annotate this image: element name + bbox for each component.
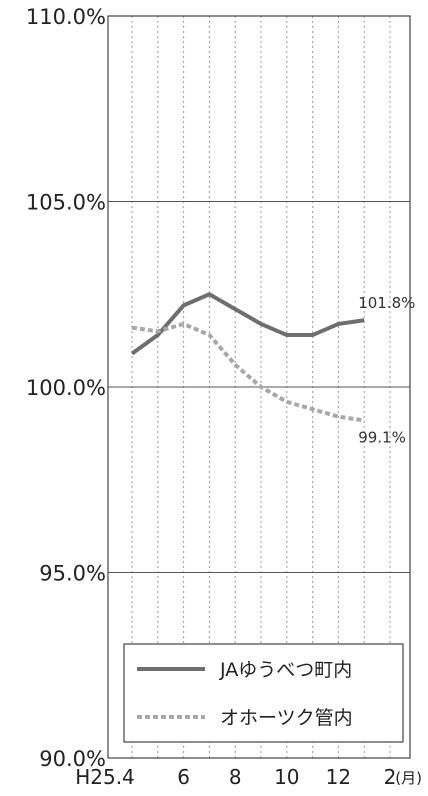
x-tick-label: H25.4 <box>75 765 135 789</box>
plot-border <box>107 15 411 759</box>
x-tick-label: 6 <box>177 765 190 789</box>
x-tick-label: 2 <box>384 765 397 789</box>
data-labels: 101.8% 99.1% <box>358 294 415 446</box>
y-tick-label: 105.0% <box>26 191 106 215</box>
series <box>130 292 365 423</box>
x-tick-label: 12 <box>326 765 351 789</box>
y-axis-ticks: 110.0% 105.0% 100.0% 95.0% 90.0% <box>26 5 106 771</box>
y-tick-label: 110.0% <box>26 5 106 29</box>
y-tick-label: 95.0% <box>39 562 106 586</box>
series-line-1 <box>131 321 365 423</box>
y-tick-label: 90.0% <box>39 747 106 771</box>
series-line-0 <box>130 292 365 356</box>
x-tick-label: 8 <box>229 765 242 789</box>
x-axis-ticks: H25.4 6 8 10 12 2(月) <box>75 765 422 789</box>
data-label-0: 101.8% <box>358 294 415 312</box>
legend-label-1: オホーツク管内 <box>220 707 353 729</box>
x-axis-unit: (月) <box>395 769 422 787</box>
x-tick-label: 10 <box>274 765 299 789</box>
y-tick-label: 100.0% <box>26 376 106 400</box>
plot-frame <box>107 15 411 759</box>
legend-label-0: JAゆうべつ町内 <box>219 659 352 681</box>
data-label-1: 99.1% <box>358 428 406 446</box>
legend-box <box>123 643 404 743</box>
